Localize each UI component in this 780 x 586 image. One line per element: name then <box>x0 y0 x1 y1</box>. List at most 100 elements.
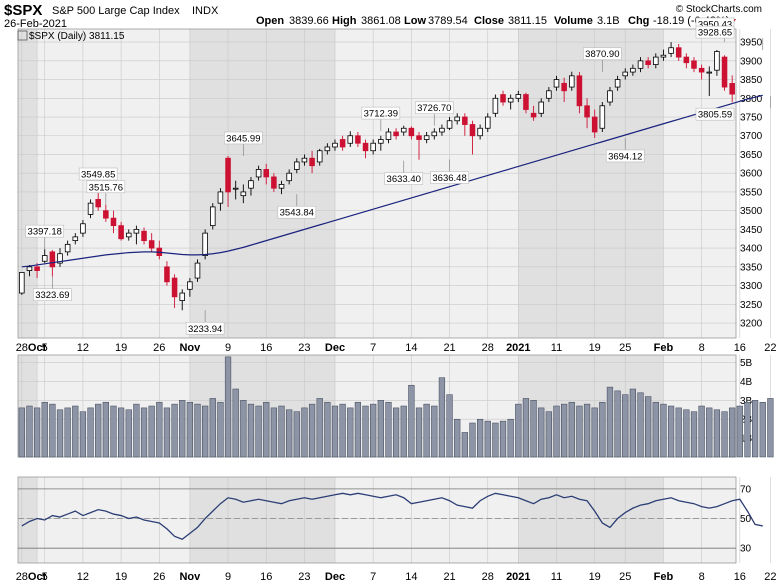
date-tick-label: 19 <box>115 571 127 583</box>
annotation-box <box>25 224 65 238</box>
date-tick-label: Nov <box>179 571 201 583</box>
annotation-box <box>583 47 622 61</box>
volume-bar <box>194 403 201 458</box>
volume-bar <box>698 405 705 458</box>
annotation-box <box>78 167 118 181</box>
volume-value: 3.1B <box>597 15 620 27</box>
annotation-box <box>414 101 454 115</box>
annotation-box <box>695 25 735 39</box>
candle-up <box>370 142 376 152</box>
candle-up <box>400 127 407 133</box>
volume-bar <box>156 401 163 458</box>
date-tick-label: 28 <box>482 571 494 583</box>
volume-bar <box>385 401 392 458</box>
date-tick-label: 2021 <box>506 342 530 354</box>
volume-bar <box>400 405 407 458</box>
candle-down <box>729 83 735 95</box>
volume-label: Volume <box>554 15 593 27</box>
price-tick-label: 3950 <box>740 38 763 49</box>
volume-bar <box>438 377 446 458</box>
candle-up <box>714 51 720 71</box>
volume-bar <box>202 405 209 458</box>
candle-up <box>378 139 384 144</box>
date-tick-label: 8 <box>699 342 705 354</box>
price-tick-label: 3300 <box>740 281 763 292</box>
volume-bar <box>713 409 721 458</box>
candle-up <box>286 172 292 182</box>
date-tick-label: 21 <box>443 571 455 583</box>
low-label: Low <box>404 15 426 27</box>
candle-up <box>332 142 338 148</box>
candle-down <box>683 56 690 64</box>
volume-tick-label: 3B <box>740 396 753 407</box>
candle-down <box>576 75 583 107</box>
volume-bar <box>87 407 94 458</box>
volume-bar <box>530 400 537 458</box>
volume-bar <box>683 409 690 458</box>
annotation-box <box>361 106 401 120</box>
volume-bar <box>583 403 591 458</box>
candle-up <box>477 127 483 137</box>
date-tick-label: 14 <box>405 571 417 583</box>
volume-bar <box>140 407 148 458</box>
index-name: S&P 500 Large Cap Index <box>52 5 180 17</box>
volume-bar <box>118 407 125 458</box>
date-tick-label: 19 <box>589 571 601 583</box>
candle-up <box>637 60 644 69</box>
volume-bar <box>744 401 751 458</box>
volume-frame <box>17 354 737 458</box>
volume-bar <box>561 403 568 458</box>
candle-up <box>301 157 308 163</box>
annotation-label: 3726.70 <box>417 103 451 114</box>
volume-bar <box>652 401 659 458</box>
volume-bar <box>171 403 178 458</box>
legend-label: $SPX (Daily) 3811.15 <box>29 31 125 42</box>
volume-bar <box>270 407 277 458</box>
annotation-label: 3712.39 <box>364 109 398 120</box>
close-label: Close <box>474 15 504 27</box>
candle-down <box>271 176 277 189</box>
candle-up <box>210 206 216 227</box>
candle-up <box>385 131 392 140</box>
open-value: 3839.66 <box>289 15 329 27</box>
volume-bar <box>469 422 476 458</box>
date-tick-label: 22 <box>764 342 776 354</box>
volume-bar <box>690 411 698 458</box>
volume-bar <box>454 418 461 458</box>
candle-up <box>347 135 354 144</box>
candle-up <box>553 79 560 88</box>
candle-down <box>309 157 315 167</box>
candle-up <box>125 232 132 238</box>
candle-up <box>668 47 674 54</box>
volume-bar <box>331 405 339 458</box>
volume-panel: 1B2B3B4B5B <box>17 354 774 458</box>
date-tick-label: 16 <box>734 571 746 583</box>
annotation-box <box>430 171 469 184</box>
date-tick-label: 28 <box>482 342 494 354</box>
volume-bar <box>553 405 560 458</box>
volume-bar <box>484 420 491 458</box>
annotation-box <box>277 205 317 219</box>
volume-bar <box>706 407 713 458</box>
candle-up <box>19 272 25 294</box>
volume-bar <box>645 396 652 458</box>
candle-up <box>80 223 86 234</box>
date-tick-label: 16 <box>260 571 272 583</box>
legend-checkbox-icon[interactable] <box>17 30 28 41</box>
volume-bar <box>370 403 377 458</box>
price-month-band <box>189 29 335 338</box>
volume-bar <box>278 405 285 458</box>
candle-down <box>34 266 40 271</box>
date-tick-label: 7 <box>370 571 376 583</box>
volume-bar <box>377 400 384 458</box>
volume-bar <box>392 407 400 458</box>
candle-down <box>408 127 415 137</box>
candle-down <box>530 112 537 118</box>
candle-up <box>248 180 254 189</box>
annotation-label: 3543.84 <box>280 208 314 219</box>
volume-bar <box>522 398 530 458</box>
volume-bar <box>163 407 171 458</box>
volume-bar <box>41 401 48 458</box>
volume-bar <box>179 400 186 458</box>
